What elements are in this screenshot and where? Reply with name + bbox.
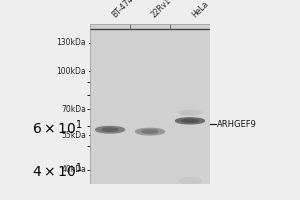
Text: ARHGEF9: ARHGEF9 xyxy=(217,120,257,129)
Text: BT-474: BT-474 xyxy=(110,0,135,19)
Text: 100kDa: 100kDa xyxy=(56,67,86,76)
Ellipse shape xyxy=(179,110,201,115)
Text: 130kDa: 130kDa xyxy=(56,38,86,47)
Text: 55kDa: 55kDa xyxy=(61,131,86,140)
Text: HeLa: HeLa xyxy=(190,0,210,19)
Ellipse shape xyxy=(182,119,198,122)
Ellipse shape xyxy=(179,178,201,184)
Text: 40kDa: 40kDa xyxy=(61,165,86,174)
Text: 22Rv1: 22Rv1 xyxy=(150,0,173,19)
Ellipse shape xyxy=(96,126,124,133)
Ellipse shape xyxy=(176,118,204,124)
Ellipse shape xyxy=(102,128,118,131)
Ellipse shape xyxy=(136,128,164,135)
Text: 70kDa: 70kDa xyxy=(61,105,86,114)
Ellipse shape xyxy=(142,130,158,133)
